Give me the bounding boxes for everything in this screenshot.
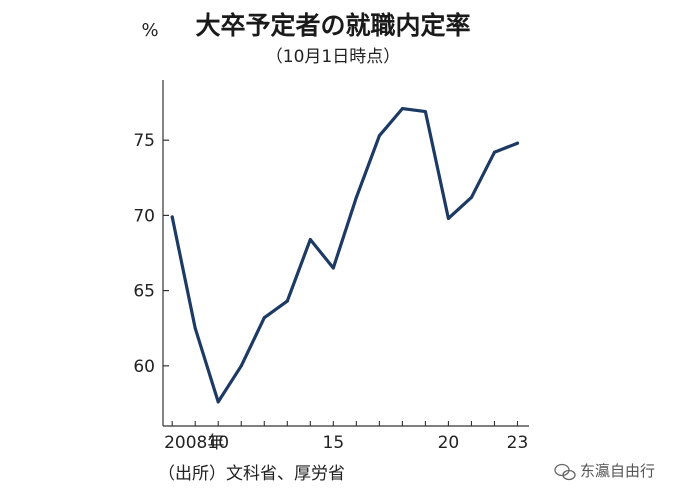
y-tick-label: 75 <box>133 131 155 151</box>
data-point <box>285 299 289 303</box>
watermark-text: 东瀛自由行 <box>580 462 655 480</box>
data-point <box>216 400 220 404</box>
x-tick-label: 15 <box>323 433 345 453</box>
data-point <box>423 110 427 114</box>
data-point <box>331 266 335 270</box>
data-point <box>446 216 450 220</box>
data-point <box>400 107 404 111</box>
wechat-icon <box>554 463 576 481</box>
data-point <box>239 364 243 368</box>
data-point <box>193 326 197 330</box>
y-axis-ticks: 60 65 70 75 <box>133 131 169 377</box>
data-point <box>354 195 358 199</box>
y-tick-label: 65 <box>133 282 155 302</box>
data-point <box>308 237 312 241</box>
data-point <box>492 150 496 154</box>
data-point <box>170 215 174 219</box>
data-point <box>377 134 381 138</box>
x-tick-label: 2008年 <box>164 433 224 453</box>
chart-subtitle: （10月1日時点） <box>266 47 400 67</box>
series-line <box>170 106 520 404</box>
y-axis-unit: % <box>141 20 158 41</box>
data-point <box>262 316 266 320</box>
watermark: 东瀛自由行 <box>554 462 655 481</box>
chart-title: 大卒予定者の就職内定率 <box>195 11 470 40</box>
y-tick-label: 70 <box>133 206 155 226</box>
x-tick-label: 23 <box>507 433 529 453</box>
series-layer <box>170 106 520 404</box>
x-tick-label: 20 <box>438 433 460 453</box>
y-tick-label: 60 <box>133 357 155 377</box>
source-note: （出所）文科省、厚労省 <box>158 464 345 484</box>
data-point <box>515 141 519 145</box>
data-point <box>469 195 473 199</box>
x-tick-label: 10 <box>207 433 229 453</box>
